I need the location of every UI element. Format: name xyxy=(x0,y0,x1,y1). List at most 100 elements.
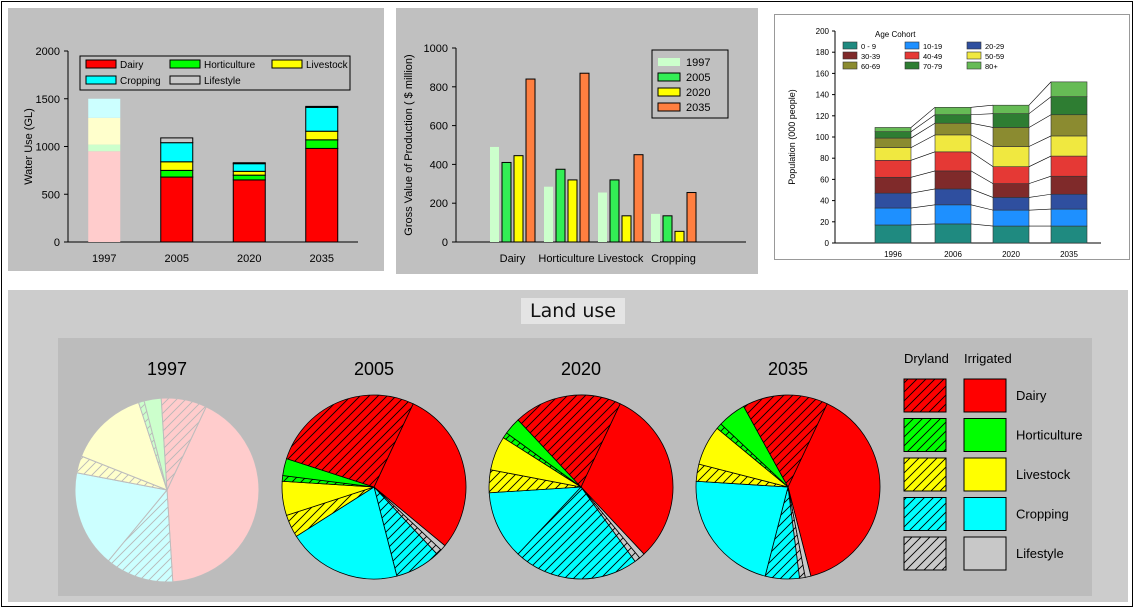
gvp-x-tick-label: Livestock xyxy=(598,253,644,265)
gvp-bar xyxy=(555,168,566,243)
pop-legend-title: Age Cohort xyxy=(875,30,916,39)
gvp-bar xyxy=(544,186,553,242)
pop-connector-line xyxy=(970,223,994,227)
pie-slice xyxy=(295,486,398,580)
water-y-tick-label: 1000 xyxy=(36,142,60,154)
pop-connector-line xyxy=(970,204,994,211)
pie-slice xyxy=(695,480,789,577)
pie-slice xyxy=(743,394,828,488)
water-bar-segment xyxy=(88,98,121,118)
land-legend-irrigated-swatch xyxy=(963,497,1007,531)
gvp-legend-swatch xyxy=(657,87,681,97)
pop-y-tick-label: 100 xyxy=(816,133,830,142)
pop-bar-segment xyxy=(934,107,972,116)
pie-slice xyxy=(285,394,414,488)
water-legend-box xyxy=(79,55,351,91)
land-legend-label: Horticulture xyxy=(1016,428,1082,443)
water-legend-label: Livestock xyxy=(306,60,349,71)
gvp-bar xyxy=(579,72,590,243)
gvp-bar xyxy=(609,179,620,243)
pop-y-tick-label: 160 xyxy=(816,69,830,78)
pop-y-tick-label: 60 xyxy=(820,175,829,184)
population-chart: 0 20 40 60 80 100 120 140 160 180 200 Population (0… xyxy=(787,27,1101,259)
pop-connector-line xyxy=(1028,81,1052,106)
water-y-tick-label: 1500 xyxy=(36,94,60,106)
pie-year-label: 2020 xyxy=(561,359,601,379)
water-y-tick-label: 500 xyxy=(42,189,60,201)
land-legend-label: Lifestyle xyxy=(1016,546,1064,561)
pop-bar-segment xyxy=(874,127,912,132)
pop-y-tick-label: 40 xyxy=(820,197,829,206)
gvp-legend-label: 1997 xyxy=(686,57,710,69)
pie-year-label: 2035 xyxy=(768,359,808,379)
gvp-legend-label: 2005 xyxy=(686,72,710,84)
pop-y-tick-label: 0 xyxy=(825,239,830,248)
pie-slice xyxy=(488,486,582,555)
water-y-tick-label: 0 xyxy=(54,237,60,249)
gvp-x-tick-label: Horticulture xyxy=(538,253,594,265)
pop-legend-swatch xyxy=(966,41,982,50)
pop-connector-line xyxy=(910,170,936,178)
gvp-legend-label: 2020 xyxy=(686,87,710,99)
gvp-legend-label: 2035 xyxy=(686,102,710,114)
pop-y-tick-label: 20 xyxy=(820,218,829,227)
pop-x-tick-label: 1996 xyxy=(884,250,902,259)
pie-slice xyxy=(166,406,260,583)
water-bar-segment xyxy=(160,137,194,144)
pop-legend-label: 20-29 xyxy=(985,42,1004,51)
water-use-panel: 0 500 1000 1500 2000 Water Use (GL) 1997 2005 20… xyxy=(8,8,384,271)
gvp-y-tick-label: 0 xyxy=(442,237,448,249)
gvp-y-tick-label: 400 xyxy=(430,159,448,171)
water-legend-swatch xyxy=(85,59,117,69)
pop-connector-line xyxy=(970,151,994,167)
pop-connector-line xyxy=(970,122,994,128)
water-x-tick-label: 1997 xyxy=(92,253,116,265)
pop-legend-swatch xyxy=(842,51,858,60)
pop-y-tick-label: 80 xyxy=(820,154,829,163)
water-legend-swatch xyxy=(169,59,201,69)
water-bar-segment xyxy=(88,117,121,145)
land-legend-label: Dairy xyxy=(1016,388,1047,403)
pop-legend-swatch xyxy=(842,41,858,50)
pop-connector-line xyxy=(1028,135,1052,147)
water-legend-swatch xyxy=(271,59,303,69)
gvp-bar xyxy=(662,215,673,243)
pop-connector-line xyxy=(1028,193,1052,198)
pop-legend-swatch xyxy=(842,61,858,70)
water-legend-swatch xyxy=(85,75,117,85)
gvp-chart: 0 200 400 600 800 1000 Gross Value of Producti… xyxy=(403,43,746,265)
gvp-panel: 0 200 400 600 800 1000 Gross Value of Producti… xyxy=(396,8,758,274)
gvp-bar xyxy=(686,192,697,243)
land-legend-dryland-swatch xyxy=(903,457,947,492)
pop-y-tick-label: 120 xyxy=(816,112,830,121)
land-legend-dryland-swatch xyxy=(903,497,947,531)
pop-legend-swatch xyxy=(904,51,920,60)
gvp-bar xyxy=(513,155,524,243)
pop-x-tick-label: 2020 xyxy=(1002,250,1020,259)
pie-year-label: 2005 xyxy=(354,359,394,379)
gvp-y-tick-label: 600 xyxy=(430,121,448,133)
land-legend-irrigated-swatch xyxy=(963,418,1007,452)
pop-legend-label: 80+ xyxy=(985,62,998,71)
pie-slice xyxy=(160,397,207,491)
pop-connector-line xyxy=(1028,96,1052,114)
land-legend-irrigated-swatch xyxy=(963,378,1007,413)
water-legend-label: Cropping xyxy=(120,76,161,87)
water-legend-swatch xyxy=(169,75,201,85)
water-x-tick-label: 2035 xyxy=(310,253,334,265)
pop-connector-line xyxy=(970,170,994,184)
population-panel: 0 20 40 60 80 100 120 140 160 180 200 Population (0… xyxy=(774,14,1130,260)
pop-y-tick-label: 200 xyxy=(816,27,830,36)
pop-connector-line xyxy=(910,134,936,148)
pop-connector-line xyxy=(1028,208,1052,211)
gvp-bar xyxy=(598,192,607,242)
gvp-bar xyxy=(651,213,660,242)
gvp-y-tick-label: 800 xyxy=(430,82,448,94)
gvp-y-tick-label: 200 xyxy=(430,198,448,210)
pop-legend-label: 50-59 xyxy=(985,52,1004,61)
land-legend-dryland-swatch xyxy=(903,418,947,452)
water-legend-label: Lifestyle xyxy=(204,76,241,87)
pop-legend-label: 40-49 xyxy=(923,52,942,61)
gvp-legend-swatch xyxy=(658,58,680,66)
land-legend-dryland-swatch xyxy=(903,536,947,571)
